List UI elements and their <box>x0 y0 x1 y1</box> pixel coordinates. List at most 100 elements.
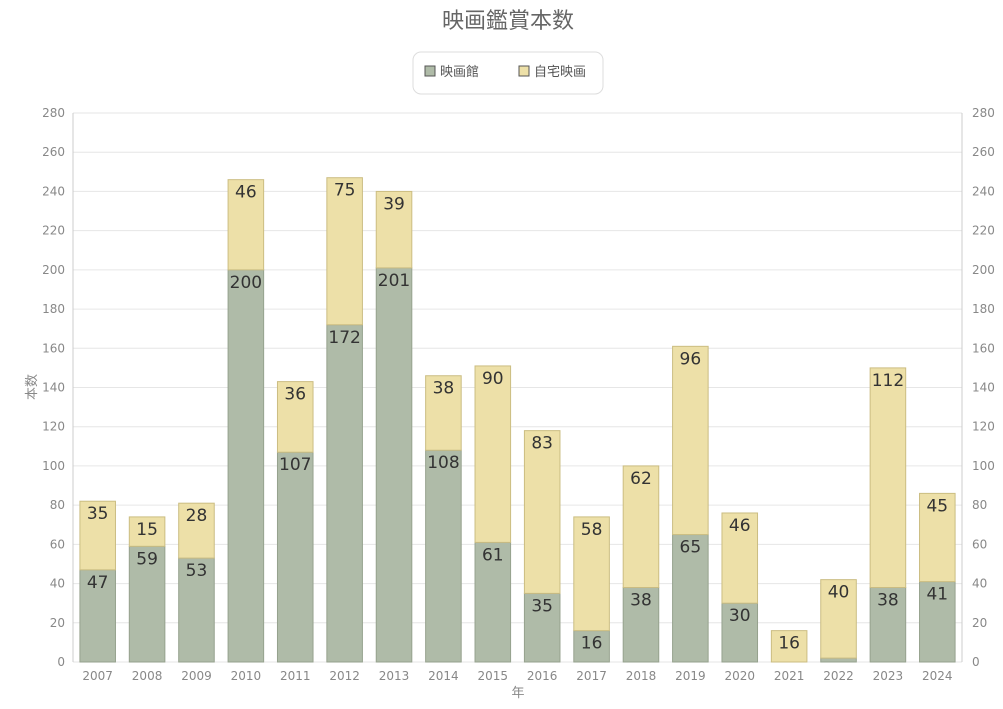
data-label-home-2024: 45 <box>926 496 948 516</box>
y-tick-label-right: 80 <box>972 498 987 512</box>
x-tick-label: 2008 <box>132 669 163 683</box>
x-tick-label: 2010 <box>231 669 262 683</box>
y-tick-label-left: 60 <box>50 537 65 551</box>
y-tick-label-right: 100 <box>972 459 995 473</box>
bar-home-2011[interactable] <box>276 381 314 453</box>
y-tick-label-left: 120 <box>42 420 65 434</box>
bar-cinema-2017[interactable] <box>573 630 610 663</box>
bar-home-2024[interactable] <box>919 492 956 583</box>
bar-cinema-2022[interactable] <box>820 657 857 663</box>
bar-cinema-2007[interactable] <box>79 569 116 663</box>
bar-home-2009[interactable] <box>178 502 215 559</box>
data-label-cinema-2019: 65 <box>680 538 702 558</box>
data-label-cinema-2023: 38 <box>877 590 899 610</box>
y-tick-label-left: 200 <box>42 263 65 277</box>
y-tick-label-left: 180 <box>42 302 65 316</box>
chart-title: 映画鑑賞本数 <box>442 9 574 34</box>
y-tick-label-right: 20 <box>972 616 987 630</box>
bar-cinema-2020[interactable] <box>721 602 759 663</box>
y-tick-label-right: 60 <box>972 537 987 551</box>
data-label-home-2007: 35 <box>87 504 109 524</box>
data-label-home-2015: 90 <box>482 369 504 389</box>
data-label-home-2010: 46 <box>235 183 257 203</box>
bar-home-2008[interactable] <box>128 516 166 547</box>
bar-home-2014[interactable] <box>425 375 462 451</box>
bar-home-2015[interactable] <box>474 365 512 543</box>
bar-home-2016[interactable] <box>523 430 561 594</box>
data-label-home-2022: 40 <box>828 583 850 603</box>
y-tick-label-left: 280 <box>42 106 65 120</box>
y-tick-label-right: 120 <box>972 420 995 434</box>
bar-cinema-2015[interactable] <box>474 541 512 663</box>
bar-home-2007[interactable] <box>79 500 116 571</box>
bar-cinema-2016[interactable] <box>523 592 561 663</box>
bar-cinema-2010[interactable] <box>227 269 265 663</box>
data-label-home-2011: 36 <box>284 385 306 405</box>
bar-home-2023[interactable] <box>869 367 907 588</box>
y-tick-label-right: 140 <box>972 381 995 395</box>
bar-cinema-2009[interactable] <box>178 557 215 663</box>
x-tick-label: 2024 <box>922 669 953 683</box>
bar-cinema-2008[interactable] <box>128 545 166 663</box>
data-label-cinema-2012: 172 <box>328 328 360 348</box>
data-label-home-2017: 58 <box>581 520 603 540</box>
x-tick-label: 2022 <box>823 669 854 683</box>
legend-frame <box>412 51 604 95</box>
bar-cinema-2011[interactable] <box>276 451 314 663</box>
y-axis-left: 0 20 40 60 80 100 120 140 160 180 200 220 240 260 280 <box>42 106 65 669</box>
bar-cinema-2012[interactable] <box>326 324 363 663</box>
y-tick-label-left: 240 <box>42 184 65 198</box>
y-tick-label-right: 0 <box>972 655 980 669</box>
bar-home-2018[interactable] <box>622 465 660 588</box>
x-axis: 2007 2008 2009 2010 2011 2012 2013 2014 2015 2016… <box>82 669 952 683</box>
y-tick-label-left: 220 <box>42 224 65 238</box>
bars <box>79 177 956 663</box>
bar-home-2019[interactable] <box>672 345 709 536</box>
x-tick-label: 2012 <box>329 669 360 683</box>
bar-home-2010[interactable] <box>227 179 265 271</box>
x-tick-label: 2019 <box>675 669 706 683</box>
legend-label-cinema[interactable]: 映画館 <box>440 65 479 80</box>
legend-swatch-cinema[interactable] <box>424 65 436 77</box>
x-tick-label: 2017 <box>576 669 607 683</box>
bar-home-2021[interactable] <box>770 630 808 663</box>
data-label-cinema-2009: 53 <box>186 561 208 581</box>
data-label-cinema-2016: 35 <box>531 596 553 616</box>
y-axis-title: 本数 <box>25 374 40 400</box>
x-tick-label: 2009 <box>181 669 212 683</box>
bar-home-2022[interactable] <box>820 579 857 659</box>
legend-swatch-home[interactable] <box>518 65 530 77</box>
bar-home-2013[interactable] <box>375 190 413 269</box>
y-tick-label-left: 100 <box>42 459 65 473</box>
data-label-home-2016: 83 <box>531 434 553 454</box>
x-tick-label: 2021 <box>774 669 805 683</box>
y-tick-label-right: 200 <box>972 263 995 277</box>
bar-home-2017[interactable] <box>573 516 610 632</box>
data-label-cinema-2010: 200 <box>230 273 262 293</box>
data-label-cinema-2008: 59 <box>136 549 158 569</box>
bar-home-2020[interactable] <box>721 512 759 604</box>
x-tick-label: 2023 <box>873 669 904 683</box>
y-tick-label-left: 20 <box>50 616 65 630</box>
data-label-home-2019: 96 <box>680 349 702 369</box>
data-label-home-2018: 62 <box>630 469 652 489</box>
y-tick-label-left: 160 <box>42 341 65 355</box>
bar-home-2012[interactable] <box>326 177 363 326</box>
x-tick-label: 2007 <box>82 669 113 683</box>
y-tick-label-left: 40 <box>50 577 65 591</box>
data-label-home-2008: 15 <box>136 520 158 540</box>
y-tick-label-right: 240 <box>972 184 995 198</box>
data-label-home-2009: 28 <box>186 506 208 526</box>
bar-cinema-2013[interactable] <box>375 267 413 663</box>
legend-label-home[interactable]: 自宅映画 <box>534 65 586 80</box>
x-tick-label: 2013 <box>379 669 410 683</box>
data-label-cinema-2018: 38 <box>630 590 652 610</box>
data-label-cinema-2024: 41 <box>926 585 948 605</box>
bar-cinema-2014[interactable] <box>425 449 462 663</box>
y-axis-right: 0 20 40 60 80 100 120 140 160 180 200 220 240 260 280 <box>972 106 995 669</box>
data-label-cinema-2020: 30 <box>729 606 751 626</box>
data-label-home-2012: 75 <box>334 181 356 201</box>
data-label-cinema-2015: 61 <box>482 545 504 565</box>
bar-cinema-2019[interactable] <box>672 534 709 663</box>
grid-lines <box>72 112 963 663</box>
